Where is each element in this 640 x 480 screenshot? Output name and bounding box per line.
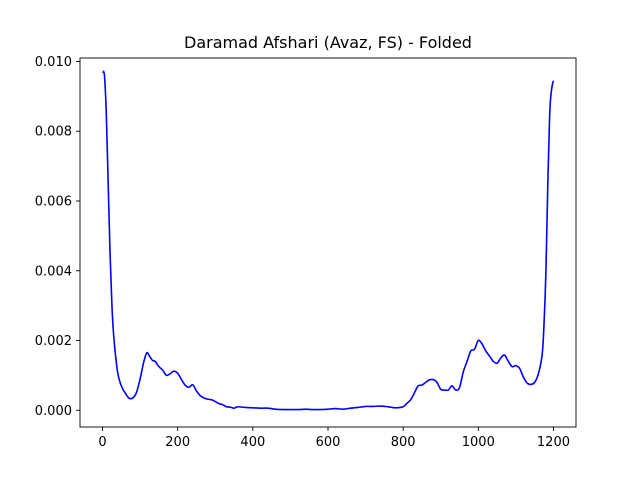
y-tick-label: 0.000 (35, 404, 72, 419)
chart-title: Daramad Afshari (Avaz, FS) - Folded (184, 33, 472, 52)
y-tick-label: 0.006 (35, 194, 72, 209)
x-tick-label: 400 (240, 435, 265, 450)
series-line (101, 70, 555, 411)
x-tick-label: 200 (165, 435, 190, 450)
x-tick-label: 600 (316, 435, 341, 450)
x-axis: 0 200 400 600 800 1000 1200 (98, 427, 570, 450)
y-tick-label: 0.008 (35, 125, 72, 140)
y-tick-label: 0.010 (35, 55, 72, 70)
x-tick-label: 0 (98, 435, 106, 450)
x-tick-label: 1200 (537, 435, 570, 450)
y-tick-label: 0.004 (35, 264, 72, 279)
x-tick-label: 800 (391, 435, 416, 450)
plot-frame (79, 57, 577, 428)
y-tick-label: 0.002 (35, 334, 72, 349)
y-axis: 0.000 0.002 0.004 0.006 0.008 0.010 (35, 55, 80, 419)
x-tick-label: 1000 (462, 435, 495, 450)
